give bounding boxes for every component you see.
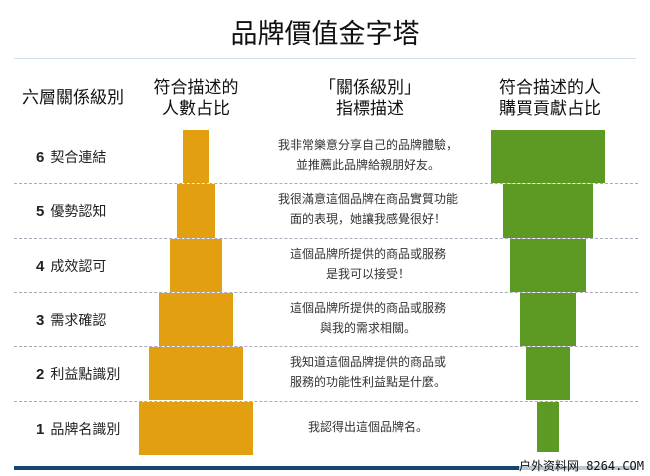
level-name: 利益點識別 [50,367,121,384]
level-name: 成效認可 [50,258,107,275]
row-separator [14,237,638,239]
description-line: 並推薦此品牌給親朋好友。 [295,158,440,172]
description-line: 我非常樂意分享自己的品牌體驗， [277,138,458,152]
description-line: 我認得出這個品牌名。 [307,419,428,434]
level-description: 我非常樂意分享自己的品牌體驗， 並推薦此品牌給親朋好友。 [258,135,478,175]
level-description: 我知道這個品牌提供的商品或 服務的功能性利益點是什麼。 [258,352,478,392]
header-line: 符合描述的人 [499,78,601,98]
level-number: 1 [36,420,45,438]
description-line: 我很滿意這個品牌在商品實質功能 [277,192,458,207]
level-number: 6 [36,149,45,166]
level-label: 2 利益點識別 [36,364,120,384]
row-separator [14,183,638,185]
description-line: 服務的功能性利益點是什麼。 [289,375,446,390]
description-line: 面的表現，她讓我感覺很好！ [289,212,446,227]
level-name: 契合連結 [50,150,107,166]
people-share-bar [158,292,234,347]
people-share-bar [170,238,222,292]
level-number: 4 [36,257,45,275]
level-number: 5 [36,203,45,221]
header-line: 「關係級別」 [319,78,421,98]
people-share-bar [182,130,210,184]
header-people-share: 符合描述的 人數占比 [140,78,252,120]
header-line: 人數占比 [162,99,230,119]
description-line: 這個品牌所提供的商品或服務 [289,246,446,261]
purchase-share-bar [491,130,605,184]
level-label: 4 成效認可 [36,256,106,276]
description-line: 我知道這個品牌提供的商品或 [289,355,446,370]
bottom-divider [14,466,636,470]
people-share-bar [149,347,243,401]
title-divider [14,58,636,59]
level-label: 6 契合連結 [36,147,106,167]
purchase-share-bar [526,347,570,401]
description-line: 這個品牌所提供的商品或服務 [289,300,446,315]
level-label: 5 優勢認知 [36,201,106,221]
purchase-share-bar [502,184,594,238]
header-purchase-share: 符合描述的人 購買貢獻占比 [480,78,620,120]
level-number: 2 [36,366,45,384]
description-line: 與我的需求相關。 [319,320,416,335]
watermark: 户外资料网 8264.COM [518,457,644,474]
header-indicator: 「關係級別」 指標描述 [300,78,440,120]
level-name: 品牌名識別 [50,421,121,438]
header-line: 購買貢獻占比 [499,99,601,119]
level-name: 優勢認知 [50,204,107,221]
purchase-share-bar [510,238,586,292]
people-share-bar [139,401,253,455]
purchase-share-bar [537,401,559,452]
page-title: 品牌價值金字塔 [230,19,420,50]
row-separator [14,346,638,348]
header-levels: 六層關係級別 [22,88,124,108]
purchase-share-bar [520,292,576,347]
level-description: 我認得出這個品牌名。 [258,417,478,437]
level-label: 3 需求確認 [36,310,106,330]
people-share-bar [177,184,215,238]
row-separator [14,291,638,293]
level-label: 1 品牌名識別 [36,419,120,439]
row-separator [14,400,638,402]
description-line: 是我可以接受！ [325,266,410,281]
level-number: 3 [36,311,45,329]
level-description: 這個品牌所提供的商品或服務 與我的需求相關。 [258,298,478,338]
level-description: 這個品牌所提供的商品或服務 是我可以接受！ [258,244,478,284]
level-name: 需求確認 [50,312,107,329]
header-line: 指標描述 [336,99,404,119]
header-line: 符合描述的 [153,78,239,98]
level-description: 我很滿意這個品牌在商品實質功能 面的表現，她讓我感覺很好！ [258,189,478,229]
